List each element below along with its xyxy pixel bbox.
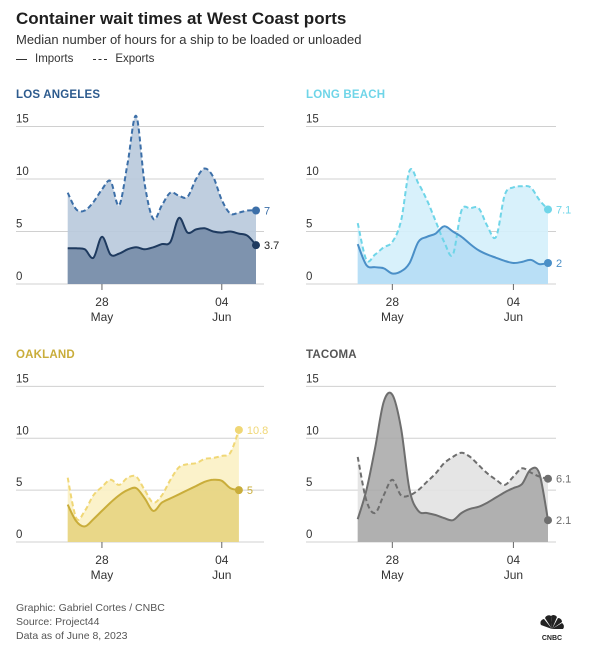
x-tick-label-month-los-angeles-1: Jun xyxy=(212,310,231,324)
exports-line-long-beach xyxy=(356,168,549,263)
exports-end-label-oakland: 10.8 xyxy=(247,425,268,437)
legend: Imports Exports xyxy=(16,53,154,65)
legend-imports-label: Imports xyxy=(35,53,74,65)
imports-line-los-angeles xyxy=(67,216,257,260)
y-tick-label-tacoma-0: 0 xyxy=(306,529,312,541)
x-tick-label-month-tacoma-1: Jun xyxy=(504,568,523,582)
exports-end-point-oakland xyxy=(234,425,243,434)
x-tick-label-day-long-beach-1: 04 xyxy=(507,295,521,309)
imports-area-long-beach xyxy=(357,226,548,284)
page-subtitle: Median number of hours for a ship to be … xyxy=(16,32,362,47)
imports-area-oakland xyxy=(67,479,239,542)
imports-area-los-angeles xyxy=(67,217,256,284)
legend-exports-swatch xyxy=(93,58,108,60)
y-tick-label-long-beach-10: 10 xyxy=(306,166,319,178)
x-tick-label-day-tacoma-0: 28 xyxy=(386,553,400,567)
y-tick-label-oakland-15: 15 xyxy=(16,373,29,385)
x-tick-label-month-los-angeles-0: May xyxy=(91,310,114,324)
footer-source: Source: Project44 xyxy=(16,616,100,628)
exports-end-label-tacoma: 6.1 xyxy=(556,474,571,486)
exports-line-los-angeles xyxy=(66,114,257,221)
footer: Graphic: Gabriel Cortes / CNBC Source: P… xyxy=(16,601,165,643)
y-tick-label-oakland-0: 0 xyxy=(16,529,22,541)
y-tick-label-los-angeles-15: 15 xyxy=(16,114,29,126)
exports-end-label-long-beach: 7.1 xyxy=(556,204,571,216)
x-tick-label-day-los-angeles-0: 28 xyxy=(95,295,109,309)
y-tick-label-long-beach-0: 0 xyxy=(306,271,312,283)
imports-line-tacoma xyxy=(356,391,549,522)
imports-end-point-long-beach xyxy=(544,259,552,267)
x-tick-label-day-los-angeles-1: 04 xyxy=(215,295,229,309)
y-tick-label-long-beach-15: 15 xyxy=(306,114,319,126)
cnbc-logo-text: CNBC xyxy=(542,635,562,642)
x-tick-label-month-oakland-0: May xyxy=(91,568,114,582)
y-tick-label-tacoma-15: 15 xyxy=(306,373,319,385)
x-tick-label-day-long-beach-0: 28 xyxy=(386,295,400,309)
panel-title-tacoma: TACOMA xyxy=(306,349,357,361)
imports-end-label-oakland: 5 xyxy=(247,485,253,497)
y-tick-label-los-angeles-0: 0 xyxy=(16,271,22,283)
panel-title-oakland: OAKLAND xyxy=(16,349,75,361)
legend-exports-label: Exports xyxy=(115,53,155,65)
panel-title-long-beach: LONG BEACH xyxy=(306,89,386,101)
x-tick-label-day-tacoma-1: 04 xyxy=(507,553,521,567)
footer-credit: Graphic: Gabriel Cortes / CNBC xyxy=(16,602,165,614)
cnbc-peacock-logo: CNBC xyxy=(540,615,564,642)
y-tick-label-los-angeles-10: 10 xyxy=(16,166,29,178)
y-tick-label-oakland-10: 10 xyxy=(16,425,29,437)
legend-imports-swatch xyxy=(16,58,27,60)
y-tick-label-los-angeles-5: 5 xyxy=(16,219,22,231)
panel-title-los-angeles: LOS ANGELES xyxy=(16,89,101,101)
exports-line-tacoma xyxy=(356,451,549,515)
y-tick-label-tacoma-5: 5 xyxy=(306,477,312,489)
exports-end-label-los-angeles: 7 xyxy=(264,206,270,218)
x-tick-label-month-long-beach-1: Jun xyxy=(504,310,523,324)
x-tick-label-month-oakland-1: Jun xyxy=(212,568,231,582)
footer-asof: Data as of June 8, 2023 xyxy=(16,630,128,642)
imports-end-point-los-angeles xyxy=(252,241,260,250)
x-tick-label-month-long-beach-0: May xyxy=(381,310,404,324)
imports-end-label-tacoma: 2.1 xyxy=(556,515,571,527)
imports-end-point-tacoma xyxy=(544,516,552,525)
imports-end-point-oakland xyxy=(234,486,243,495)
y-tick-label-long-beach-5: 5 xyxy=(306,219,312,231)
exports-line-oakland xyxy=(66,429,240,521)
x-tick-label-day-oakland-1: 04 xyxy=(215,553,229,567)
exports-end-point-los-angeles xyxy=(252,206,260,215)
x-tick-label-day-oakland-0: 28 xyxy=(95,553,109,567)
y-tick-label-oakland-5: 5 xyxy=(16,477,22,489)
imports-end-label-los-angeles: 3.7 xyxy=(264,240,279,252)
exports-area-long-beach xyxy=(357,168,548,284)
exports-end-point-long-beach xyxy=(544,205,552,214)
imports-area-tacoma xyxy=(357,392,548,542)
exports-end-point-tacoma xyxy=(544,474,552,483)
imports-end-label-long-beach: 2 xyxy=(556,258,562,270)
y-tick-label-tacoma-10: 10 xyxy=(306,425,319,437)
page-title: Container wait times at West Coast ports xyxy=(16,9,347,28)
imports-line-oakland xyxy=(66,478,240,528)
x-tick-label-month-tacoma-0: May xyxy=(381,568,404,582)
imports-line-long-beach xyxy=(356,225,549,275)
